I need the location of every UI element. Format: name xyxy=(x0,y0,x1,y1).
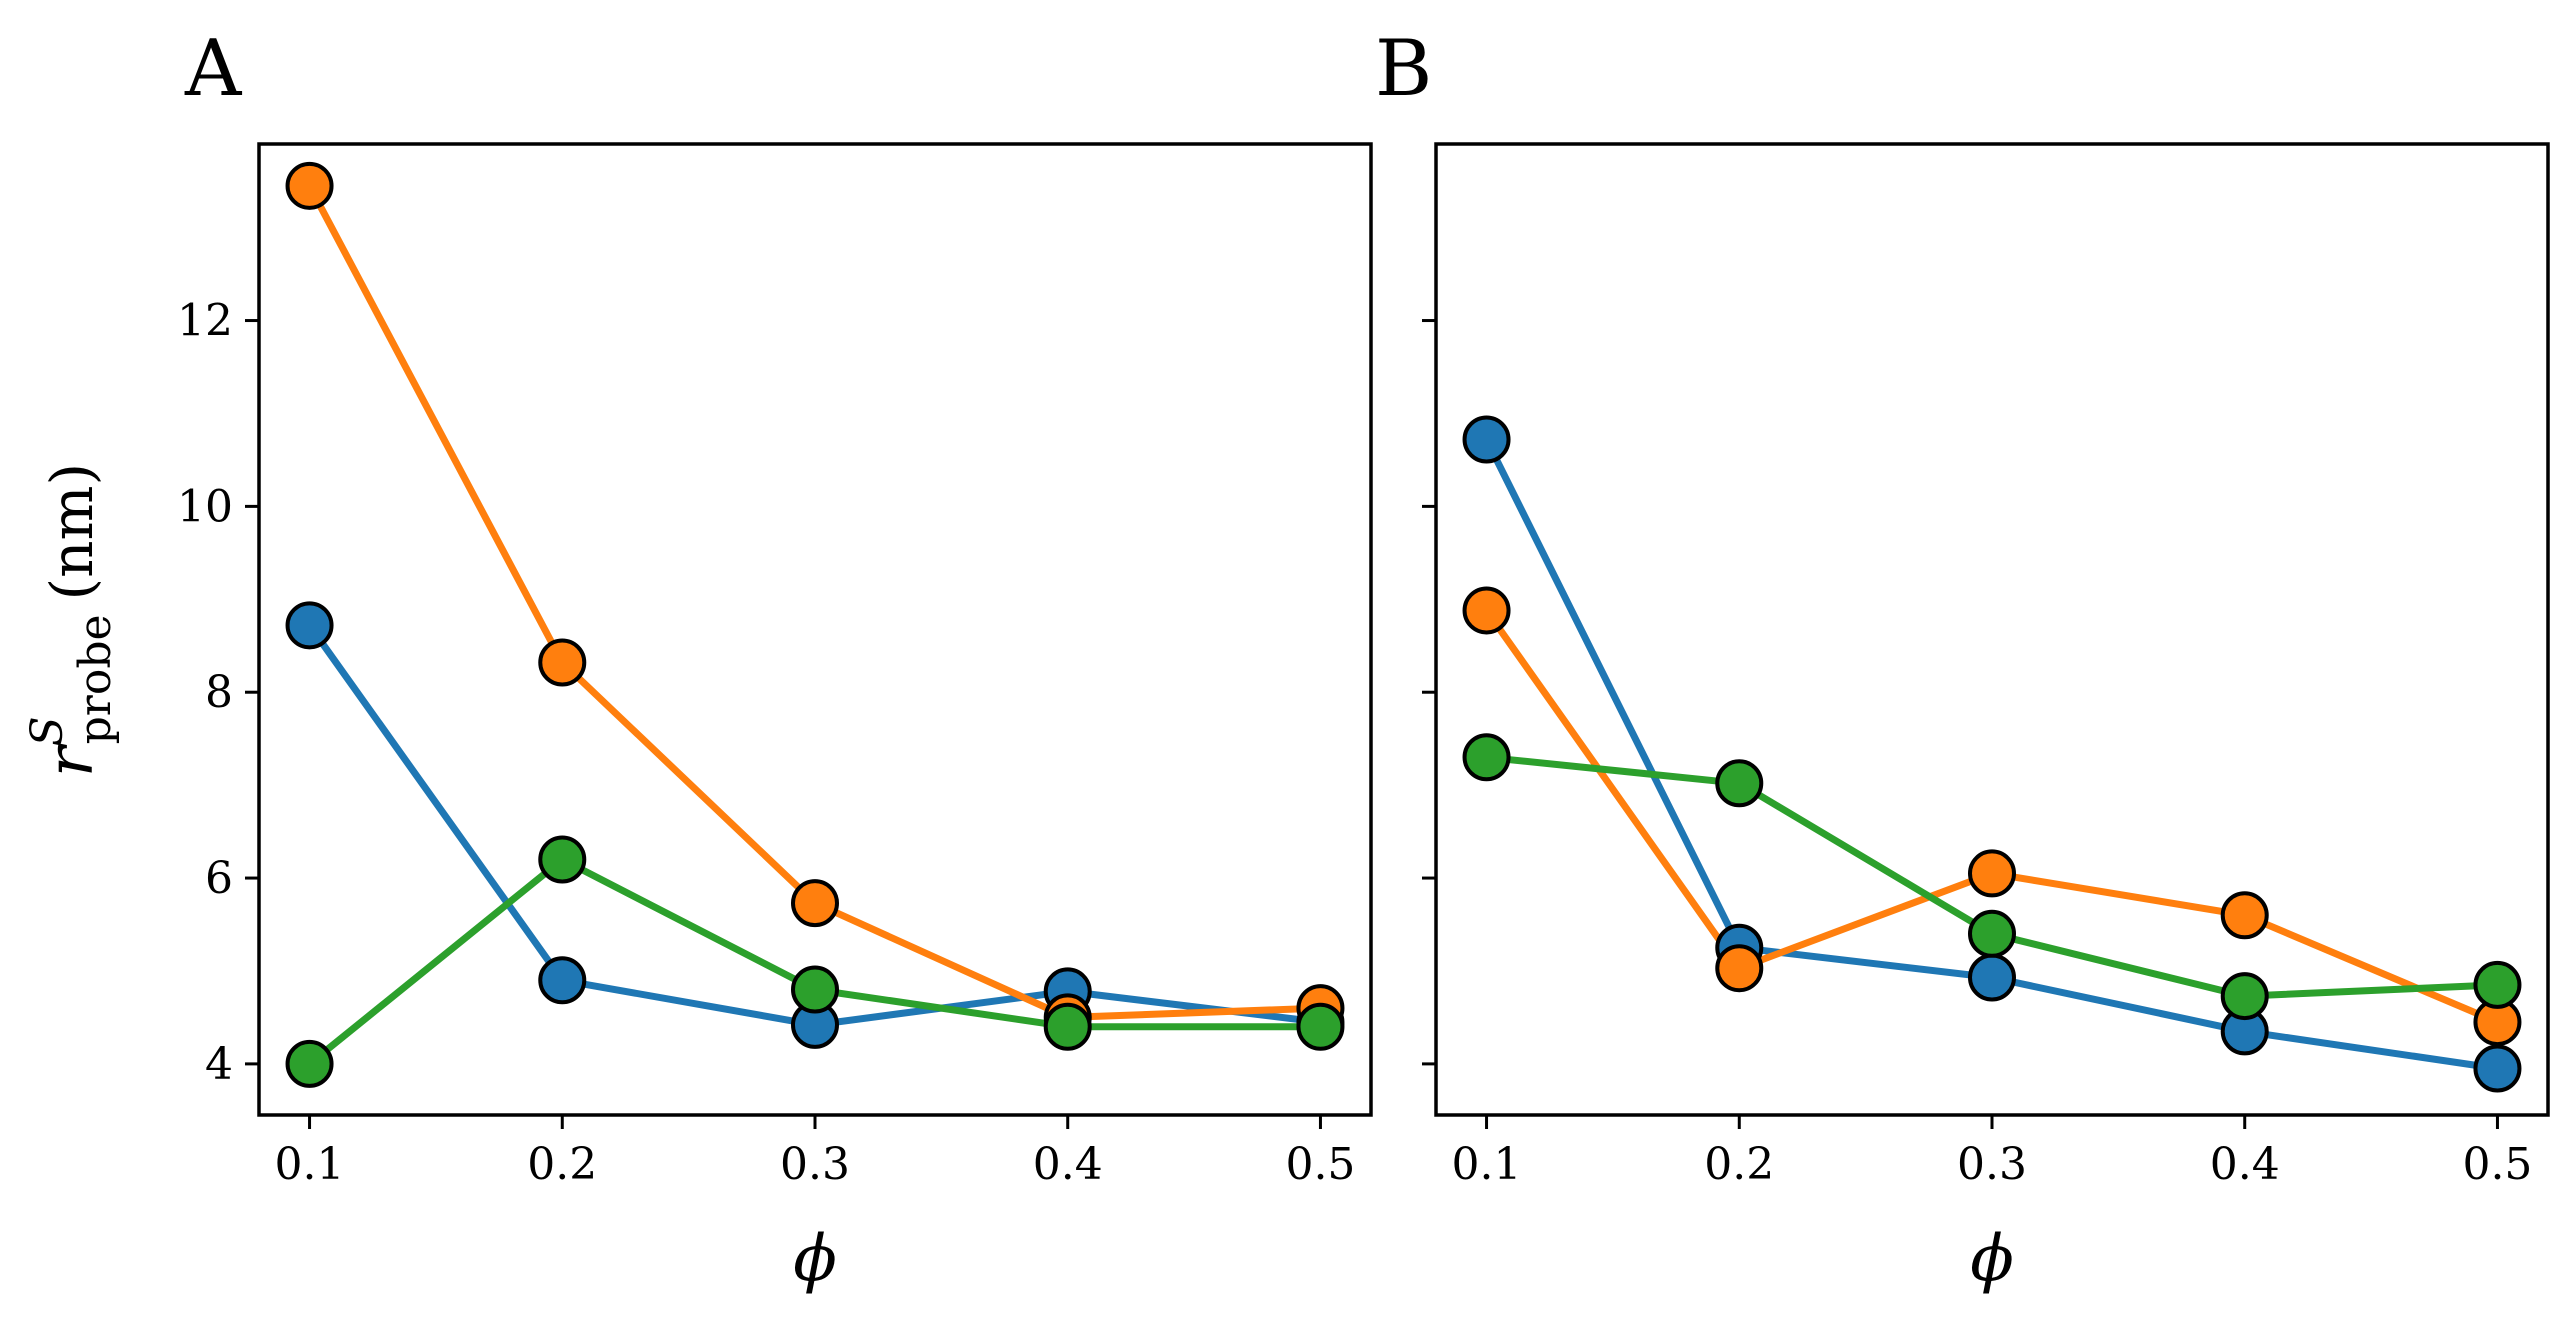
panel-b-point-green xyxy=(1968,909,2016,958)
panel-a-xtick-label: 0.2 xyxy=(527,1139,597,1190)
panel-b-ticks: 0.1 0.2 0.3 0.4 0.5 xyxy=(1422,319,2532,1190)
panel-a-point-green xyxy=(285,1039,334,1088)
ylabel-unit: (nm) xyxy=(38,463,106,601)
panel-b-point-orange xyxy=(2220,891,2269,940)
panel-a-ytick-label: 10 xyxy=(177,481,233,532)
panel-a-point-green xyxy=(1043,1002,1092,1051)
panel-a-point-blue xyxy=(285,601,334,650)
panel-b-xtick-label: 0.3 xyxy=(1957,1139,2027,1190)
panel-a-point-orange xyxy=(791,879,839,928)
panel-b-xlabel: ϕ xyxy=(1970,1222,2014,1296)
panel-b-point-blue xyxy=(1968,953,2016,1002)
ylabel-base: r xyxy=(34,743,108,777)
panel-b-series xyxy=(1462,415,2522,1093)
panel-b-frame xyxy=(1434,142,2550,1117)
panel-a-xlabel: ϕ xyxy=(793,1222,837,1296)
panel-a-ytick-label: 8 xyxy=(205,667,233,718)
panel-b-point-orange xyxy=(1968,849,2016,898)
panel-a: A 0.1 0.2 0.3 0.4 0.5 4 6 8 10 12 ϕ rSprobe (nm) xyxy=(22,24,1373,1296)
panel-b-point-green xyxy=(2220,972,2269,1021)
panel-a-ticks: 0.1 0.2 0.3 0.4 0.5 4 6 8 10 12 xyxy=(177,296,1355,1190)
panel-b: B 0.1 0.2 0.3 0.4 0.5 ϕ xyxy=(1375,24,2550,1296)
panel-b-point-orange xyxy=(1715,944,1764,993)
panel-a-point-orange xyxy=(285,161,334,210)
panel-a-ytick-label: 4 xyxy=(205,1039,233,1090)
panel-a-xtick-label: 0.5 xyxy=(1285,1139,1355,1190)
panel-b-point-blue xyxy=(1462,415,1511,464)
panel-b-xtick-label: 0.5 xyxy=(2462,1139,2532,1190)
panel-b-xtick-label: 0.1 xyxy=(1452,1139,1522,1190)
ylabel-subscript: probe xyxy=(70,614,121,744)
panel-a-ytick-label: 6 xyxy=(205,853,233,904)
panel-a-series xyxy=(285,161,1345,1088)
panel-a-xtick-label: 0.1 xyxy=(275,1139,345,1190)
panel-a-frame xyxy=(257,142,1373,1117)
panel-b-point-green xyxy=(1462,733,1511,782)
panel-a-point-blue xyxy=(538,956,587,1005)
panel-b-point-blue xyxy=(2473,1044,2522,1093)
panel-a-xtick-label: 0.3 xyxy=(780,1139,850,1190)
panel-a-ylabel: rSprobe (nm) xyxy=(22,463,121,777)
panel-b-point-green xyxy=(1715,759,1764,808)
panel-a-xtick-label: 0.4 xyxy=(1033,1139,1103,1190)
panel-a-point-green xyxy=(791,965,839,1014)
panel-a-series-line-blue xyxy=(306,621,1324,1029)
panel-b-point-orange xyxy=(1462,586,1511,635)
ylabel-superscript: S xyxy=(22,716,73,746)
panel-label-b: B xyxy=(1375,24,1432,114)
panel-b-xtick-label: 0.4 xyxy=(2210,1139,2280,1190)
panel-a-point-green xyxy=(1296,1002,1345,1051)
panel-label-a: A xyxy=(184,24,243,114)
panel-b-xtick-label: 0.2 xyxy=(1704,1139,1774,1190)
panel-a-point-orange xyxy=(538,638,587,687)
panel-a-point-green xyxy=(538,835,587,884)
panel-b-point-green xyxy=(2473,960,2522,1009)
panel-a-ytick-label: 12 xyxy=(177,296,233,347)
